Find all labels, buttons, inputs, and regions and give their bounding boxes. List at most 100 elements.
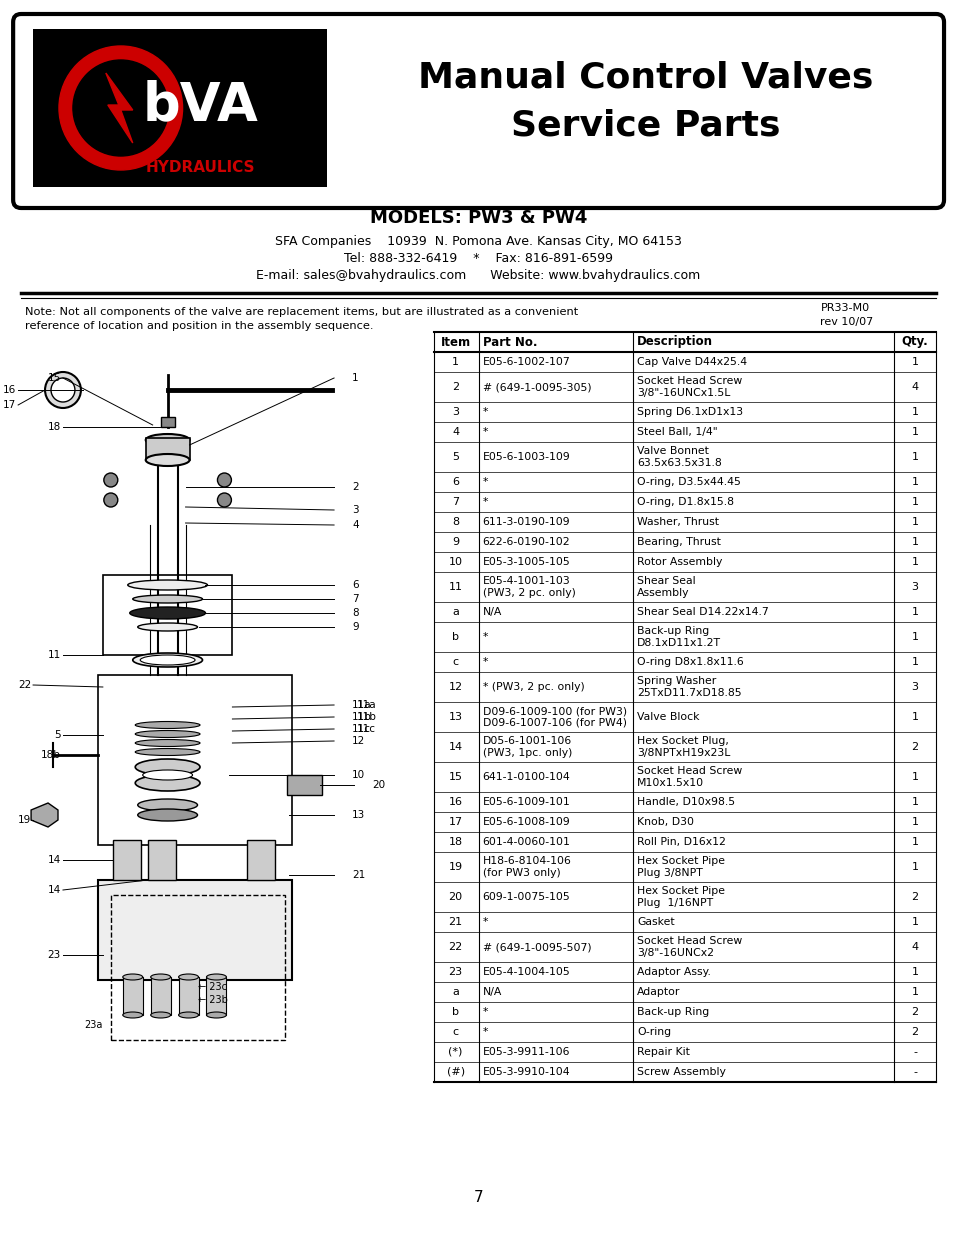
Ellipse shape bbox=[151, 1011, 171, 1018]
Bar bbox=[112, 840, 141, 881]
Text: 1: 1 bbox=[911, 713, 918, 722]
Circle shape bbox=[104, 493, 117, 508]
Text: a: a bbox=[452, 606, 458, 618]
Text: 4: 4 bbox=[911, 942, 918, 952]
Bar bbox=[247, 840, 275, 881]
Text: Adaptor Assy.: Adaptor Assy. bbox=[637, 967, 710, 977]
Text: Valve Block: Valve Block bbox=[637, 713, 699, 722]
Text: 14: 14 bbox=[448, 742, 462, 752]
Circle shape bbox=[45, 372, 81, 408]
Text: 23: 23 bbox=[448, 967, 462, 977]
Text: 5: 5 bbox=[452, 452, 458, 462]
Bar bbox=[33, 28, 327, 186]
Text: E05-3-9910-104: E05-3-9910-104 bbox=[482, 1067, 570, 1077]
Text: (#): (#) bbox=[446, 1067, 464, 1077]
Text: 9: 9 bbox=[352, 622, 358, 632]
Text: 7: 7 bbox=[474, 1189, 483, 1204]
Text: E05-6-1003-109: E05-6-1003-109 bbox=[482, 452, 570, 462]
Text: 6: 6 bbox=[352, 580, 358, 590]
Text: 22: 22 bbox=[448, 942, 462, 952]
Text: 1: 1 bbox=[911, 967, 918, 977]
Text: Screw Assembly: Screw Assembly bbox=[637, 1067, 725, 1077]
Text: PR33-M0
rev 10/07: PR33-M0 rev 10/07 bbox=[820, 303, 873, 327]
Text: 4: 4 bbox=[452, 427, 458, 437]
Text: *: * bbox=[482, 408, 487, 417]
Text: 3: 3 bbox=[911, 582, 918, 592]
Text: 11c: 11c bbox=[352, 724, 371, 734]
Text: 1: 1 bbox=[911, 837, 918, 847]
Text: 11a: 11a bbox=[352, 700, 372, 710]
Ellipse shape bbox=[206, 1011, 226, 1018]
Text: Adaptor: Adaptor bbox=[637, 987, 679, 997]
Text: Washer, Thrust: Washer, Thrust bbox=[637, 517, 719, 527]
Text: 3: 3 bbox=[352, 505, 358, 515]
Ellipse shape bbox=[178, 974, 198, 981]
Text: 2: 2 bbox=[911, 742, 918, 752]
Ellipse shape bbox=[206, 974, 226, 981]
Text: *: * bbox=[482, 496, 487, 508]
Text: 19: 19 bbox=[18, 815, 31, 825]
Text: 10: 10 bbox=[352, 769, 365, 781]
Text: 1: 1 bbox=[911, 496, 918, 508]
Text: 19: 19 bbox=[448, 862, 462, 872]
Text: 1: 1 bbox=[911, 772, 918, 782]
Text: 10: 10 bbox=[448, 557, 462, 567]
Text: *: * bbox=[482, 657, 487, 667]
Text: Handle, D10x98.5: Handle, D10x98.5 bbox=[637, 797, 735, 806]
Text: (*): (*) bbox=[448, 1047, 462, 1057]
Text: *: * bbox=[482, 918, 487, 927]
Circle shape bbox=[104, 473, 117, 487]
Text: 21: 21 bbox=[448, 918, 462, 927]
Text: H18-6-8104-106
(for PW3 only): H18-6-8104-106 (for PW3 only) bbox=[482, 856, 571, 878]
Text: N/A: N/A bbox=[482, 987, 501, 997]
Text: 18: 18 bbox=[48, 422, 61, 432]
Text: 11b: 11b bbox=[356, 713, 376, 722]
Text: 12: 12 bbox=[352, 736, 365, 746]
Text: O-ring, D3.5x44.45: O-ring, D3.5x44.45 bbox=[637, 477, 740, 487]
Text: Bearing, Thrust: Bearing, Thrust bbox=[637, 537, 720, 547]
Text: 4: 4 bbox=[911, 382, 918, 391]
Circle shape bbox=[51, 378, 75, 403]
Text: Back-up Ring: Back-up Ring bbox=[637, 1007, 709, 1016]
Ellipse shape bbox=[140, 655, 194, 664]
Bar bbox=[123, 977, 143, 1015]
Text: O-ring, D1.8x15.8: O-ring, D1.8x15.8 bbox=[637, 496, 733, 508]
Text: Rotor Assembly: Rotor Assembly bbox=[637, 557, 721, 567]
Text: 2: 2 bbox=[911, 892, 918, 902]
Text: Spring Washer
25TxD11.7xD18.85: Spring Washer 25TxD11.7xD18.85 bbox=[637, 677, 740, 698]
Text: SFA Companies    10939  N. Pomona Ave. Kansas City, MO 64153: SFA Companies 10939 N. Pomona Ave. Kansa… bbox=[274, 236, 681, 248]
Text: Socket Head Screw
3/8"-16UNCx1.5L: Socket Head Screw 3/8"-16UNCx1.5L bbox=[637, 377, 741, 398]
Text: bVA: bVA bbox=[142, 79, 258, 131]
Text: b: b bbox=[452, 632, 458, 642]
Ellipse shape bbox=[178, 1011, 198, 1018]
Text: -: - bbox=[912, 1067, 916, 1077]
Text: c: c bbox=[452, 1028, 458, 1037]
Text: 1: 1 bbox=[911, 797, 918, 806]
Polygon shape bbox=[31, 803, 58, 827]
Text: # (649-1-0095-507): # (649-1-0095-507) bbox=[482, 942, 591, 952]
Text: 601-4-0060-101: 601-4-0060-101 bbox=[482, 837, 570, 847]
Text: E05-4-1004-105: E05-4-1004-105 bbox=[482, 967, 570, 977]
Text: 14: 14 bbox=[48, 855, 61, 864]
Text: O-ring: O-ring bbox=[637, 1028, 671, 1037]
Text: 17: 17 bbox=[3, 400, 16, 410]
Text: 1: 1 bbox=[911, 427, 918, 437]
Circle shape bbox=[217, 493, 232, 508]
Text: 1: 1 bbox=[911, 862, 918, 872]
Text: 1: 1 bbox=[911, 987, 918, 997]
Text: # (649-1-0095-305): # (649-1-0095-305) bbox=[482, 382, 591, 391]
Text: MODELS: PW3 & PW4: MODELS: PW3 & PW4 bbox=[370, 209, 587, 227]
Text: 11: 11 bbox=[48, 650, 61, 659]
Text: 2: 2 bbox=[911, 1028, 918, 1037]
Text: Valve Bonnet
63.5x63.5x31.8: Valve Bonnet 63.5x63.5x31.8 bbox=[637, 446, 721, 468]
Text: Manual Control Valves: Manual Control Valves bbox=[418, 61, 873, 94]
Text: c: c bbox=[452, 657, 458, 667]
Bar bbox=[160, 417, 174, 427]
Text: *: * bbox=[482, 632, 487, 642]
Bar bbox=[287, 776, 322, 795]
Text: Roll Pin, D16x12: Roll Pin, D16x12 bbox=[637, 837, 725, 847]
Ellipse shape bbox=[135, 740, 200, 746]
Text: 1: 1 bbox=[911, 357, 918, 367]
Text: E05-4-1001-103
(PW3, 2 pc. only): E05-4-1001-103 (PW3, 2 pc. only) bbox=[482, 577, 575, 598]
Text: 1: 1 bbox=[911, 557, 918, 567]
